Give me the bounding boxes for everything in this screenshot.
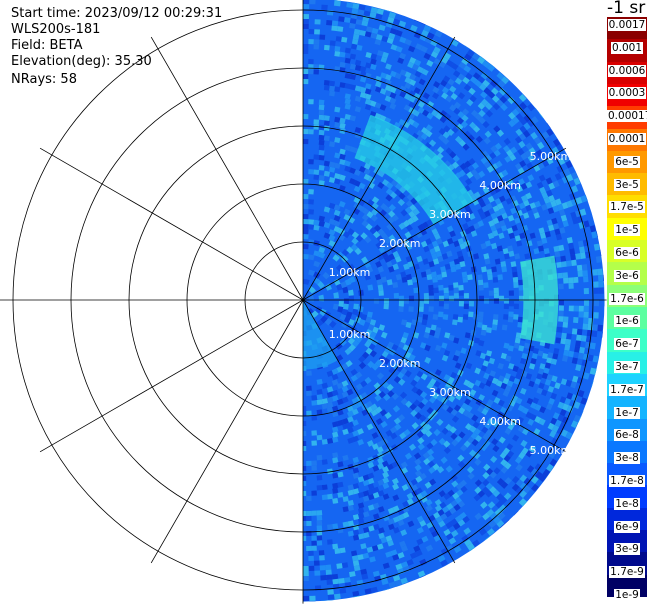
colorbar-tick-label: 6e-5 xyxy=(614,155,640,168)
colorbar-tick-label: 1e-6 xyxy=(614,315,640,328)
beta-data-layer xyxy=(303,0,605,602)
field-text: Field: BETA xyxy=(11,38,83,53)
colorbar-tick-label: 1e-7 xyxy=(614,406,640,419)
range-labels: 1.00km 1.00km 2.00km 2.00km 3.00km 3.00km 4.00… xyxy=(329,150,571,457)
range-label: 1.00km xyxy=(329,328,371,341)
colorbar-tick-label: 1e-9 xyxy=(614,589,640,601)
colorbar-tick-label: 6e-7 xyxy=(614,338,640,351)
colorbar: 0.0017 0.001 0.0006 0.0003 0.00017 0.0001 6e-5… xyxy=(607,17,647,601)
colorbar-tick-label: 0.0003 xyxy=(607,87,647,100)
range-label: 4.00km xyxy=(479,179,521,192)
range-label: 5.00km xyxy=(530,150,572,163)
range-label: 2.00km xyxy=(379,357,421,370)
range-label: 5.00km xyxy=(530,444,572,457)
range-label: 4.00km xyxy=(479,415,521,428)
elevation-text: Elevation(deg): 35.30 xyxy=(11,54,152,69)
colorbar-tick-label: 1.7e-7 xyxy=(609,383,645,396)
colorbar-tick-label: 1.7e-6 xyxy=(609,292,645,305)
colorbar-tick-label: 0.001 xyxy=(610,41,644,54)
colorbar-tick-label: 1.7e-5 xyxy=(609,201,645,214)
backscatter-texture xyxy=(303,0,605,602)
nrays-text: NRays: 58 xyxy=(11,72,77,87)
range-label: 3.00km xyxy=(429,208,471,221)
feature-near-field-low-beta xyxy=(303,300,338,370)
colorbar-tick-label: 3e-9 xyxy=(614,543,640,556)
range-label: 3.00km xyxy=(429,386,471,399)
colorbar-tick-label: 1e-5 xyxy=(614,224,640,237)
colorbar-tick-label: 0.0006 xyxy=(607,64,647,77)
colorbar-tick-label: 1e-8 xyxy=(614,497,640,510)
colorbar-tick-label: 6e-9 xyxy=(614,520,640,533)
azimuth-spoke xyxy=(39,299,304,453)
polar-grid xyxy=(0,0,607,604)
instrument-text: WLS200s-181 xyxy=(11,22,101,37)
colorbar-tick-label: 6e-6 xyxy=(614,247,640,259)
colorbar-tick-label: 3e-6 xyxy=(614,269,640,282)
azimuth-spoke xyxy=(150,299,304,564)
feature-aerosol-band xyxy=(354,114,474,225)
colorbar-tick-label: 3e-7 xyxy=(614,361,640,373)
colorbar-tick-label: 0.0001 xyxy=(607,133,647,145)
colorbar-tick-label: 1.7e-9 xyxy=(609,566,645,579)
colorbar-tick-label: 6e-8 xyxy=(614,429,640,442)
start-time-text: Start time: 2023/09/12 00:29:31 xyxy=(11,6,223,21)
azimuth-spoke xyxy=(150,36,304,301)
azimuth-spoke xyxy=(302,299,567,453)
range-label: 2.00km xyxy=(379,237,421,250)
range-label: 1.00km xyxy=(329,266,371,279)
azimuth-spoke xyxy=(302,299,456,564)
colorbar-unit-label: -1 sr xyxy=(607,0,646,18)
colorbar-tick-label: 3e-8 xyxy=(614,452,640,465)
colorbar-tick-label: 0.00017 xyxy=(607,110,647,123)
azimuth-spoke xyxy=(302,36,456,301)
azimuth-spoke xyxy=(39,147,304,301)
colorbar-tick-label: 1.7e-8 xyxy=(609,475,645,487)
colorbar-tick-label: 0.0017 xyxy=(607,19,647,31)
colorbar-tick-label: 3e-5 xyxy=(614,178,640,191)
azimuth-spoke xyxy=(302,147,567,301)
